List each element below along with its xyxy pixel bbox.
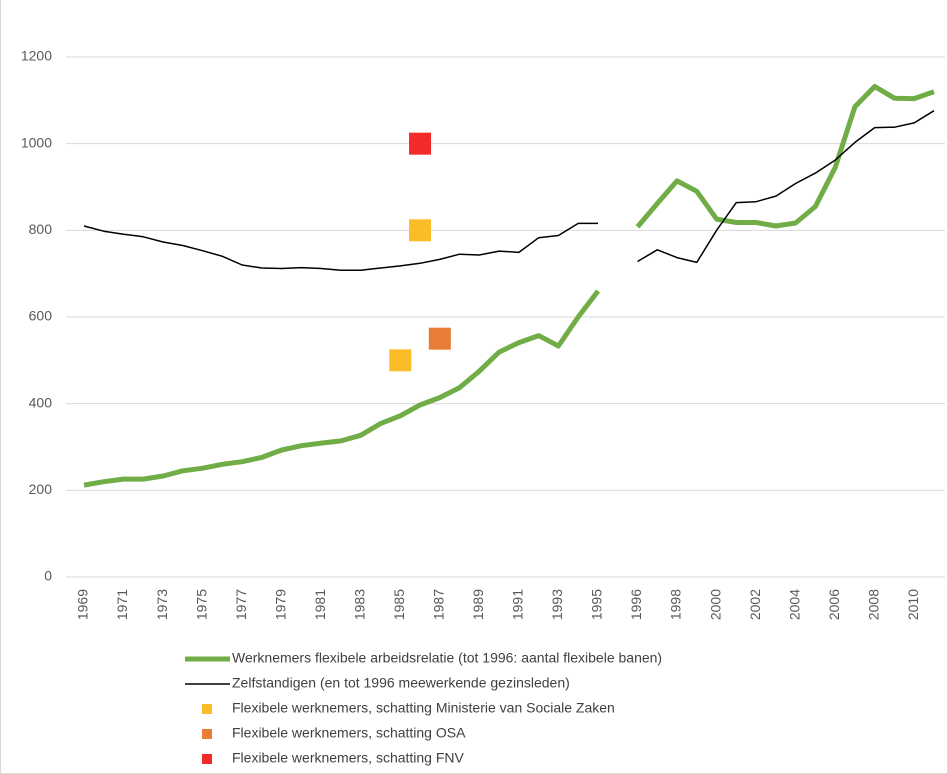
legend-label: Flexibele werknemers, schatting FNV [232,750,465,766]
marker [409,219,432,242]
x-tick-label: 2006 [826,589,842,620]
x-tick-label: 2008 [865,589,881,620]
x-tick-label: 1987 [431,589,447,620]
legend-label: Flexibele werknemers, schatting OSA [232,725,466,741]
x-tick-label: 1981 [312,589,328,620]
x-tick-label: 2004 [786,589,802,620]
legend-swatch [202,704,212,714]
legend-label: Flexibele werknemers, schatting Minister… [232,700,615,716]
x-tick-label: 1993 [549,589,565,620]
series-line [83,110,935,271]
x-tick-label: 1995 [589,589,605,620]
x-tick-label: 1998 [668,589,684,620]
x-tick-label: 2000 [707,589,723,620]
x-tick-label: 2010 [905,589,921,620]
y-tick-label: 0 [44,568,52,584]
legend-label: Zelfstandigen (en tot 1996 meewerkende g… [232,675,570,691]
y-tick-label: 600 [29,308,53,324]
x-tick-label: 1971 [114,589,130,620]
y-tick-label: 1000 [21,134,52,150]
series-line [83,84,935,488]
marker [428,327,451,350]
y-tick-label: 200 [29,481,53,497]
legend-swatch [202,729,212,739]
y-tick-label: 400 [29,394,53,410]
x-tick-label: 1989 [470,589,486,620]
x-tick-label: 1979 [272,589,288,620]
x-tick-label: 1996 [628,589,644,620]
y-tick-label: 1200 [21,48,52,64]
legend-swatch [202,754,212,764]
marker [389,349,412,372]
x-tick-label: 1975 [193,589,209,620]
legend: Werknemers flexibele arbeidsrelatie (tot… [185,650,662,766]
x-tick-label: 1977 [233,589,249,620]
marker [409,132,432,155]
x-tick-label: 1991 [510,589,526,620]
x-tick-label: 1969 [75,589,91,620]
x-tick-label: 1983 [351,589,367,620]
x-tick-label: 2002 [747,589,763,620]
x-tick-label: 1973 [154,589,170,620]
y-tick-label: 800 [29,221,53,237]
x-tick-label: 1985 [391,589,407,620]
legend-label: Werknemers flexibele arbeidsrelatie (tot… [232,650,662,666]
